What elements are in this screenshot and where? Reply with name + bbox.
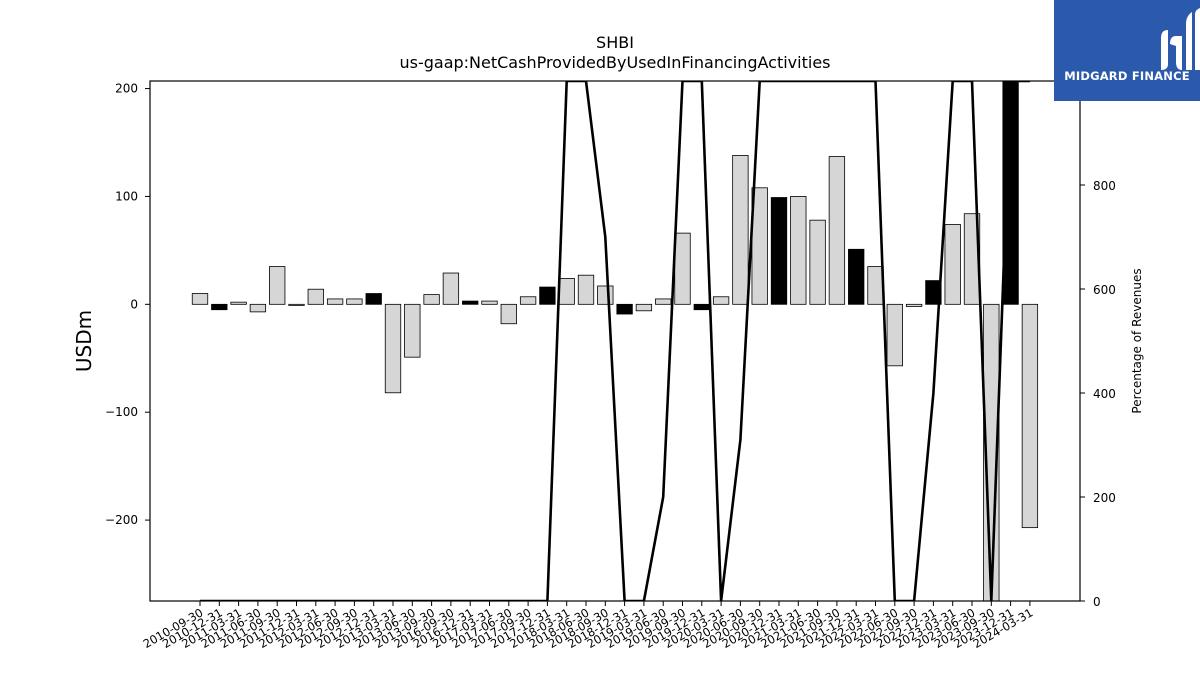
bar-2018-09-30 bbox=[597, 285, 614, 305]
bar-2011-12-31 bbox=[288, 303, 305, 306]
bar-2012-09-30 bbox=[346, 298, 363, 305]
bar-2016-09-30 bbox=[442, 272, 460, 305]
bar-2022-09-30 bbox=[905, 303, 923, 307]
bar-2018-06-30 bbox=[577, 274, 595, 305]
y-tick-label: 100 bbox=[115, 189, 138, 203]
midgard-logo-icon bbox=[1161, 8, 1200, 70]
bar-2011-09-30 bbox=[269, 266, 286, 305]
chart-subtitle: us-gaap:NetCashProvidedByUsedInFinancing… bbox=[399, 53, 830, 72]
bar-2017-12-31 bbox=[539, 286, 556, 305]
y2-tick-label: 400 bbox=[1093, 387, 1116, 401]
bar-2012-12-31 bbox=[365, 293, 382, 305]
bar-2012-03-31 bbox=[307, 288, 324, 305]
y-tick-label: −100 bbox=[105, 405, 138, 419]
bar-2018-03-31 bbox=[558, 278, 575, 305]
bar-2019-06-30 bbox=[655, 298, 672, 305]
bar-series bbox=[191, 80, 1039, 602]
bar-2011-03-31 bbox=[230, 301, 247, 305]
chart-title: SHBI bbox=[596, 33, 634, 52]
bar-2020-06-30 bbox=[732, 155, 749, 305]
y-tick-label: 0 bbox=[130, 297, 138, 311]
y2-tick-label: 800 bbox=[1093, 179, 1116, 193]
bar-2019-03-31 bbox=[635, 303, 653, 312]
percentage-line bbox=[200, 81, 1030, 601]
bar-2021-09-30 bbox=[828, 156, 846, 305]
plot-frame bbox=[149, 80, 1081, 602]
bar-2022-06-30 bbox=[886, 303, 903, 367]
bar-2018-12-31 bbox=[616, 303, 633, 315]
bar-2020-12-31 bbox=[770, 197, 788, 305]
logo: MIDGARD FINANCE bbox=[1054, 0, 1200, 101]
y-axis-label: USDm bbox=[72, 310, 96, 372]
y-tick-label: 200 bbox=[115, 82, 138, 96]
bar-2020-03-31 bbox=[712, 296, 730, 305]
logo-brand-text: MIDGARD FINANCE bbox=[1064, 69, 1190, 83]
bar-2024-03-31 bbox=[1021, 303, 1039, 529]
bar-2013-03-31 bbox=[384, 303, 402, 394]
y-axis-ticks: 200 100 0 −100 −200 bbox=[105, 82, 150, 527]
bar-2021-12-31 bbox=[848, 248, 865, 305]
bar-2023-03-31 bbox=[944, 224, 961, 305]
bar-2016-12-31 bbox=[462, 300, 479, 305]
bar-2013-09-30 bbox=[423, 294, 440, 305]
bar-2012-06-30 bbox=[326, 298, 344, 305]
bar-2013-06-30 bbox=[404, 303, 421, 358]
y-tick-label: −200 bbox=[105, 513, 138, 527]
bar-2022-03-31 bbox=[867, 266, 884, 305]
bar-2010-12-31 bbox=[211, 303, 228, 311]
bar-2019-09-30 bbox=[674, 232, 691, 305]
x-axis-ticks: 2010-09-302010-12-312011-03-312011-06-30… bbox=[141, 601, 1035, 651]
y2-tick-label: 0 bbox=[1093, 595, 1101, 609]
bar-2022-12-31 bbox=[925, 280, 942, 305]
bar-2017-06-30 bbox=[500, 303, 517, 325]
y2-axis-label: Percentage of Revenues bbox=[1130, 268, 1144, 413]
bar-2010-09-30 bbox=[191, 293, 209, 305]
y2-tick-label: 200 bbox=[1093, 491, 1116, 505]
bar-2017-09-30 bbox=[519, 296, 537, 305]
y2-tick-label: 600 bbox=[1093, 283, 1116, 297]
bar-2011-06-30 bbox=[249, 303, 267, 313]
y2-axis-ticks: 0 200 400 600 800 bbox=[1080, 179, 1116, 609]
bar-2019-12-31 bbox=[693, 303, 710, 311]
line-series bbox=[200, 81, 1030, 601]
bar-2017-03-31 bbox=[481, 300, 498, 305]
bar-2021-06-30 bbox=[809, 219, 826, 305]
bar-2021-03-31 bbox=[790, 196, 807, 305]
